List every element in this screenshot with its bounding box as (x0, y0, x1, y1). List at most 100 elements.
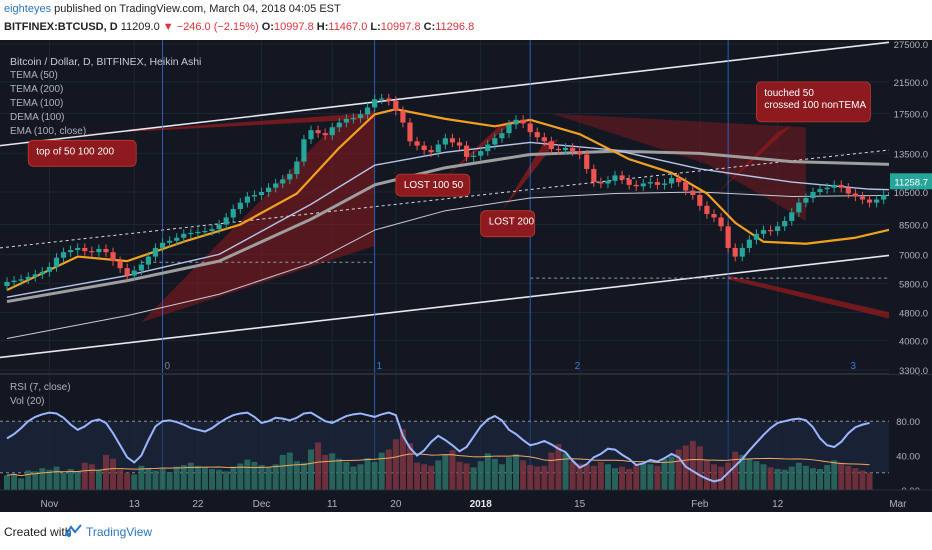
candle (654, 182, 661, 185)
volume-bar (541, 465, 548, 490)
annotation-label: LOST 100 50 (404, 180, 464, 191)
volume-bar (569, 461, 576, 490)
volume-bar (272, 464, 279, 490)
cycle-number: 3 (850, 361, 856, 372)
candle (690, 190, 696, 195)
time-axis[interactable]: Nov 13 22 Dec 11 20 2018 15 Feb 12 Mar (0, 489, 932, 512)
candle (633, 184, 639, 187)
channel-lower (0, 254, 890, 359)
legend-ema100[interactable]: EMA (100, close) (10, 126, 86, 137)
volume-bar (795, 462, 802, 490)
publish-line: eighteyes published on TradingView.com, … (4, 3, 341, 15)
volume-bar (216, 469, 223, 490)
volume-bar (315, 442, 322, 490)
volume-bar (223, 471, 230, 490)
candle (89, 251, 95, 253)
volume-bar (746, 458, 753, 490)
volume-bar (117, 469, 124, 490)
cycle-number: 1 (377, 361, 383, 372)
volume-bar (802, 465, 809, 490)
volume-bar (640, 462, 647, 490)
author-link[interactable]: eighteyes (4, 3, 52, 15)
rsi-line (6, 411, 870, 483)
volume-bar (548, 452, 555, 490)
candle (68, 250, 74, 253)
candle (202, 230, 208, 233)
candle (513, 119, 519, 125)
volume-bar (308, 449, 315, 490)
candle (796, 202, 802, 213)
volume-bar (477, 461, 484, 490)
candle (287, 174, 293, 180)
legend-tema100[interactable]: TEMA (100) (10, 98, 63, 109)
candle (372, 99, 378, 108)
volume-bar (597, 461, 604, 490)
volume-bar (612, 468, 619, 490)
volume-bar (647, 464, 654, 490)
volume-bar (364, 458, 371, 490)
candle (11, 280, 17, 282)
volume-bar (583, 464, 590, 490)
candle (591, 168, 597, 183)
published-text: published on TradingView.com, March 04, … (54, 3, 341, 15)
time-tick-label: Mar (889, 499, 907, 510)
candle (492, 138, 498, 145)
price-change: −246.0 (−2.15%) (176, 21, 259, 33)
candle (683, 182, 689, 191)
candle (753, 233, 760, 240)
volume-bar (53, 466, 60, 490)
legend-dema100[interactable]: DEMA (100) (10, 112, 64, 123)
candle (775, 226, 781, 231)
symbol-label[interactable]: BITFINEX:BTCUSD, D (4, 21, 118, 33)
volume-bar (484, 453, 491, 490)
open-value: 10997.8 (273, 21, 314, 33)
time-tick-label: 11 (327, 499, 338, 510)
low-label: L: (370, 21, 381, 33)
price-tick-label: 13500.0 (894, 149, 928, 160)
candle (647, 182, 653, 184)
candle (598, 182, 604, 184)
candle (322, 133, 328, 136)
volume-bar (187, 462, 194, 490)
volume-bar (293, 461, 300, 490)
candle (53, 257, 60, 267)
legend-tema50[interactable]: TEMA (50) (10, 70, 58, 81)
volume-bar (696, 446, 703, 490)
candle (159, 242, 166, 248)
tradingview-link[interactable]: TradingView (86, 525, 153, 539)
candle (739, 247, 745, 257)
volume-bar (619, 466, 626, 490)
candle (174, 237, 180, 241)
price-axis[interactable]: 27500.0 21500.0 17500.0 13500.0 10500.0 8500.… (889, 40, 932, 377)
candle (265, 187, 272, 193)
high-value: 11467.0 (328, 21, 368, 33)
volume-bar (576, 463, 583, 490)
candle (364, 107, 371, 115)
time-tick-label: Feb (691, 499, 709, 510)
volume-bar (866, 472, 873, 490)
candle (499, 133, 505, 139)
volume-bar (824, 465, 831, 490)
volume-bar (449, 450, 456, 490)
wedge-shape (551, 113, 806, 221)
candle (244, 196, 250, 203)
last-price-badge (890, 173, 932, 190)
rsi-label[interactable]: RSI (7, close) (10, 382, 71, 393)
volume-bar (654, 465, 661, 490)
volume-bar (534, 466, 541, 490)
volume-bar (60, 472, 67, 490)
volume-label[interactable]: Vol (20) (10, 396, 44, 407)
candle (697, 194, 703, 206)
candle (584, 154, 590, 169)
volume-bar (300, 462, 307, 490)
legend-tema200[interactable]: TEMA (200) (10, 84, 63, 95)
candle (732, 247, 738, 257)
candle (704, 205, 710, 215)
pointer-shape (445, 119, 517, 177)
volume-bar (831, 460, 838, 490)
candle (188, 232, 194, 235)
time-tick-label: 13 (129, 499, 141, 510)
channel-mid (0, 149, 890, 249)
candle (25, 276, 31, 280)
